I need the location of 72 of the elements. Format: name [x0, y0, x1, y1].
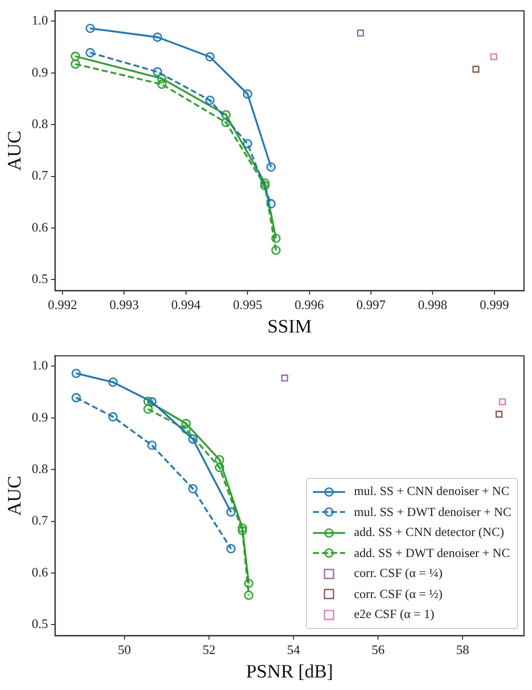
- point: [271, 234, 281, 244]
- point: [214, 455, 224, 464]
- y-tick-label: 0.8: [32, 461, 48, 476]
- point: [205, 96, 215, 105]
- point: [147, 397, 157, 406]
- point: [266, 162, 276, 172]
- x-tick-label: 0.997: [356, 296, 386, 312]
- y-tick-label: 0.7: [32, 512, 49, 528]
- x-tick-label: 52: [202, 642, 216, 657]
- point: [490, 53, 498, 60]
- point: [472, 66, 480, 73]
- x-tick-label: 50: [118, 642, 131, 657]
- point: [70, 52, 80, 61]
- point: [226, 507, 236, 517]
- point: [266, 199, 276, 208]
- x-tick-label: 58: [456, 642, 470, 657]
- point: [86, 24, 95, 34]
- legend-label: mul. SS + DWT denoiser + NC: [354, 504, 512, 520]
- x-tick-label: 0.995: [232, 296, 262, 312]
- y-tick-label: 1.0: [32, 358, 48, 373]
- point: [143, 404, 153, 414]
- point: [86, 48, 95, 58]
- legend-label: e2e CSF (α = 1): [354, 607, 434, 622]
- legend-label: mul. SS + CNN denoiser + NC: [354, 484, 510, 500]
- y-tick-label: 0.7: [32, 168, 49, 183]
- point: [188, 484, 198, 494]
- x-tick-label: 0.999: [480, 296, 510, 312]
- point: [70, 59, 80, 69]
- y-tick-label: 0.6: [32, 564, 49, 580]
- x-tick-label: 0.998: [418, 296, 448, 312]
- x-axis-title: SSIM: [267, 316, 312, 338]
- point: [152, 67, 162, 76]
- point: [72, 393, 81, 402]
- x-axis-title: PSNR [dB]: [246, 662, 334, 683]
- y-tick-label: 1.0: [32, 12, 48, 28]
- point: [244, 590, 254, 600]
- point: [108, 378, 118, 387]
- legend-label: add. SS + DWT denoiser + NC: [354, 546, 510, 561]
- x-tick-label: 54: [287, 642, 301, 657]
- x-tick-label: 0.996: [294, 296, 324, 312]
- x-tick-label: 0.992: [48, 296, 78, 312]
- point: [242, 139, 252, 148]
- y-tick-label: 0.9: [32, 409, 48, 424]
- point: [357, 30, 364, 37]
- point: [498, 398, 506, 406]
- legend-label: corr. CSF (α = ½): [354, 586, 443, 602]
- point: [72, 368, 81, 378]
- y-tick-label: 0.5: [32, 271, 48, 286]
- point: [147, 440, 157, 450]
- point: [281, 374, 288, 382]
- x-tick-label: 0.994: [171, 296, 201, 312]
- x-tick-label: 0.993: [110, 296, 139, 312]
- point: [152, 32, 162, 42]
- point: [496, 410, 503, 418]
- point: [244, 578, 254, 588]
- y-tick-label: 0.8: [32, 116, 48, 132]
- point: [226, 544, 236, 554]
- legend-label: add. SS + CNN detector (NC): [354, 525, 504, 540]
- y-axis-title: AUC: [4, 130, 26, 171]
- x-tick-label: 56: [372, 642, 386, 657]
- point: [181, 418, 191, 428]
- point: [271, 246, 281, 255]
- y-tick-label: 0.6: [32, 219, 49, 234]
- y-axis-title: AUC: [4, 476, 26, 516]
- legend-label: corr. CSF (α = ¼): [354, 566, 443, 582]
- point: [108, 412, 118, 422]
- point: [188, 434, 198, 444]
- y-tick-label: 0.5: [32, 616, 48, 632]
- y-tick-label: 0.9: [32, 64, 48, 80]
- point: [238, 523, 248, 533]
- point: [205, 52, 215, 62]
- point: [242, 89, 252, 99]
